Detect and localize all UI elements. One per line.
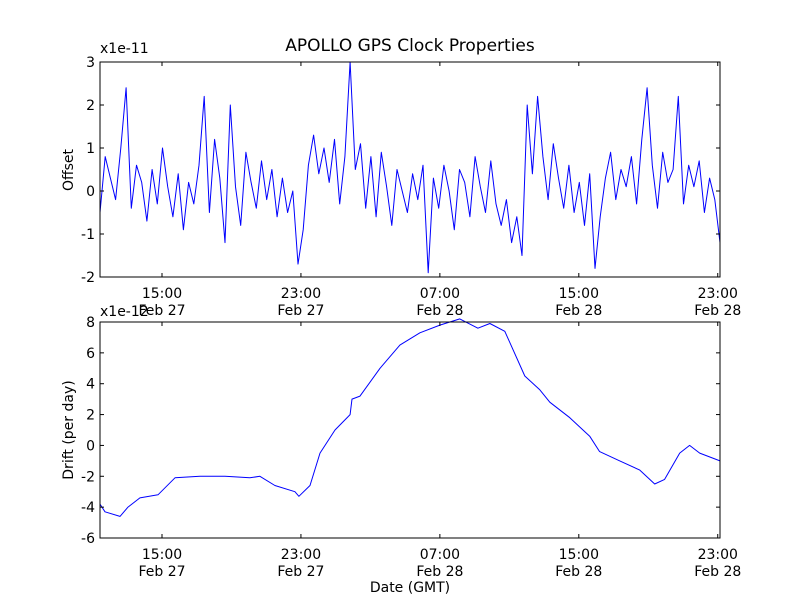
y-tick-label: 8 bbox=[86, 315, 95, 331]
x-tick-date-label: Feb 27 bbox=[277, 303, 324, 319]
offset-series-line bbox=[99, 61, 721, 274]
drift-series-line bbox=[99, 318, 721, 517]
drift-panel: x1e-12 Drift (per day) -6-4-20246815:00F… bbox=[61, 304, 741, 580]
x-tick-date-label: Feb 28 bbox=[416, 564, 463, 580]
y-tick-label: 1 bbox=[86, 141, 95, 157]
x-tick-time-label: 07:00 bbox=[420, 286, 460, 302]
y-tick-label: 0 bbox=[86, 438, 95, 454]
chart-title: APOLLO GPS Clock Properties bbox=[285, 36, 535, 56]
x-tick-date-label: Feb 28 bbox=[416, 303, 463, 319]
x-tick-time-label: 23:00 bbox=[281, 547, 321, 563]
y-tick-label: -6 bbox=[81, 531, 95, 547]
y-tick-label: 2 bbox=[86, 98, 95, 114]
y-tick-label: 6 bbox=[86, 346, 95, 362]
y-tick-label: 3 bbox=[86, 55, 95, 71]
offset-axes-frame bbox=[99, 61, 721, 278]
y-tick-label: -1 bbox=[81, 227, 95, 243]
y-tick-label: -2 bbox=[81, 270, 95, 286]
offset-y-axis-label: Offset bbox=[61, 148, 77, 191]
x-tick-date-label: Feb 28 bbox=[555, 303, 602, 319]
drift-multiplier-label: x1e-12 bbox=[100, 304, 149, 320]
x-tick-date-label: Feb 27 bbox=[138, 564, 185, 580]
x-tick-date-label: Feb 27 bbox=[138, 303, 185, 319]
drift-axes-frame bbox=[99, 321, 721, 539]
x-tick-time-label: 07:00 bbox=[420, 547, 460, 563]
y-tick-label: 4 bbox=[86, 377, 95, 393]
drift-y-axis-label: Drift (per day) bbox=[61, 380, 77, 479]
x-axis-label: Date (GMT) bbox=[370, 580, 450, 596]
y-tick-label: 2 bbox=[86, 408, 95, 424]
x-tick-date-label: Feb 28 bbox=[694, 303, 741, 319]
x-tick-time-label: 23:00 bbox=[281, 286, 321, 302]
x-tick-time-label: 23:00 bbox=[698, 286, 738, 302]
offset-multiplier-label: x1e-11 bbox=[100, 41, 149, 57]
y-tick-label: -4 bbox=[81, 500, 95, 516]
x-tick-time-label: 23:00 bbox=[698, 547, 738, 563]
x-tick-time-label: 15:00 bbox=[559, 286, 599, 302]
x-tick-time-label: 15:00 bbox=[559, 547, 599, 563]
x-tick-time-label: 15:00 bbox=[142, 286, 182, 302]
y-tick-label: -2 bbox=[81, 469, 95, 485]
y-tick-label: 0 bbox=[86, 184, 95, 200]
x-tick-date-label: Feb 28 bbox=[694, 564, 741, 580]
x-tick-date-label: Feb 28 bbox=[555, 564, 602, 580]
x-tick-time-label: 15:00 bbox=[142, 547, 182, 563]
x-tick-date-label: Feb 27 bbox=[277, 564, 324, 580]
